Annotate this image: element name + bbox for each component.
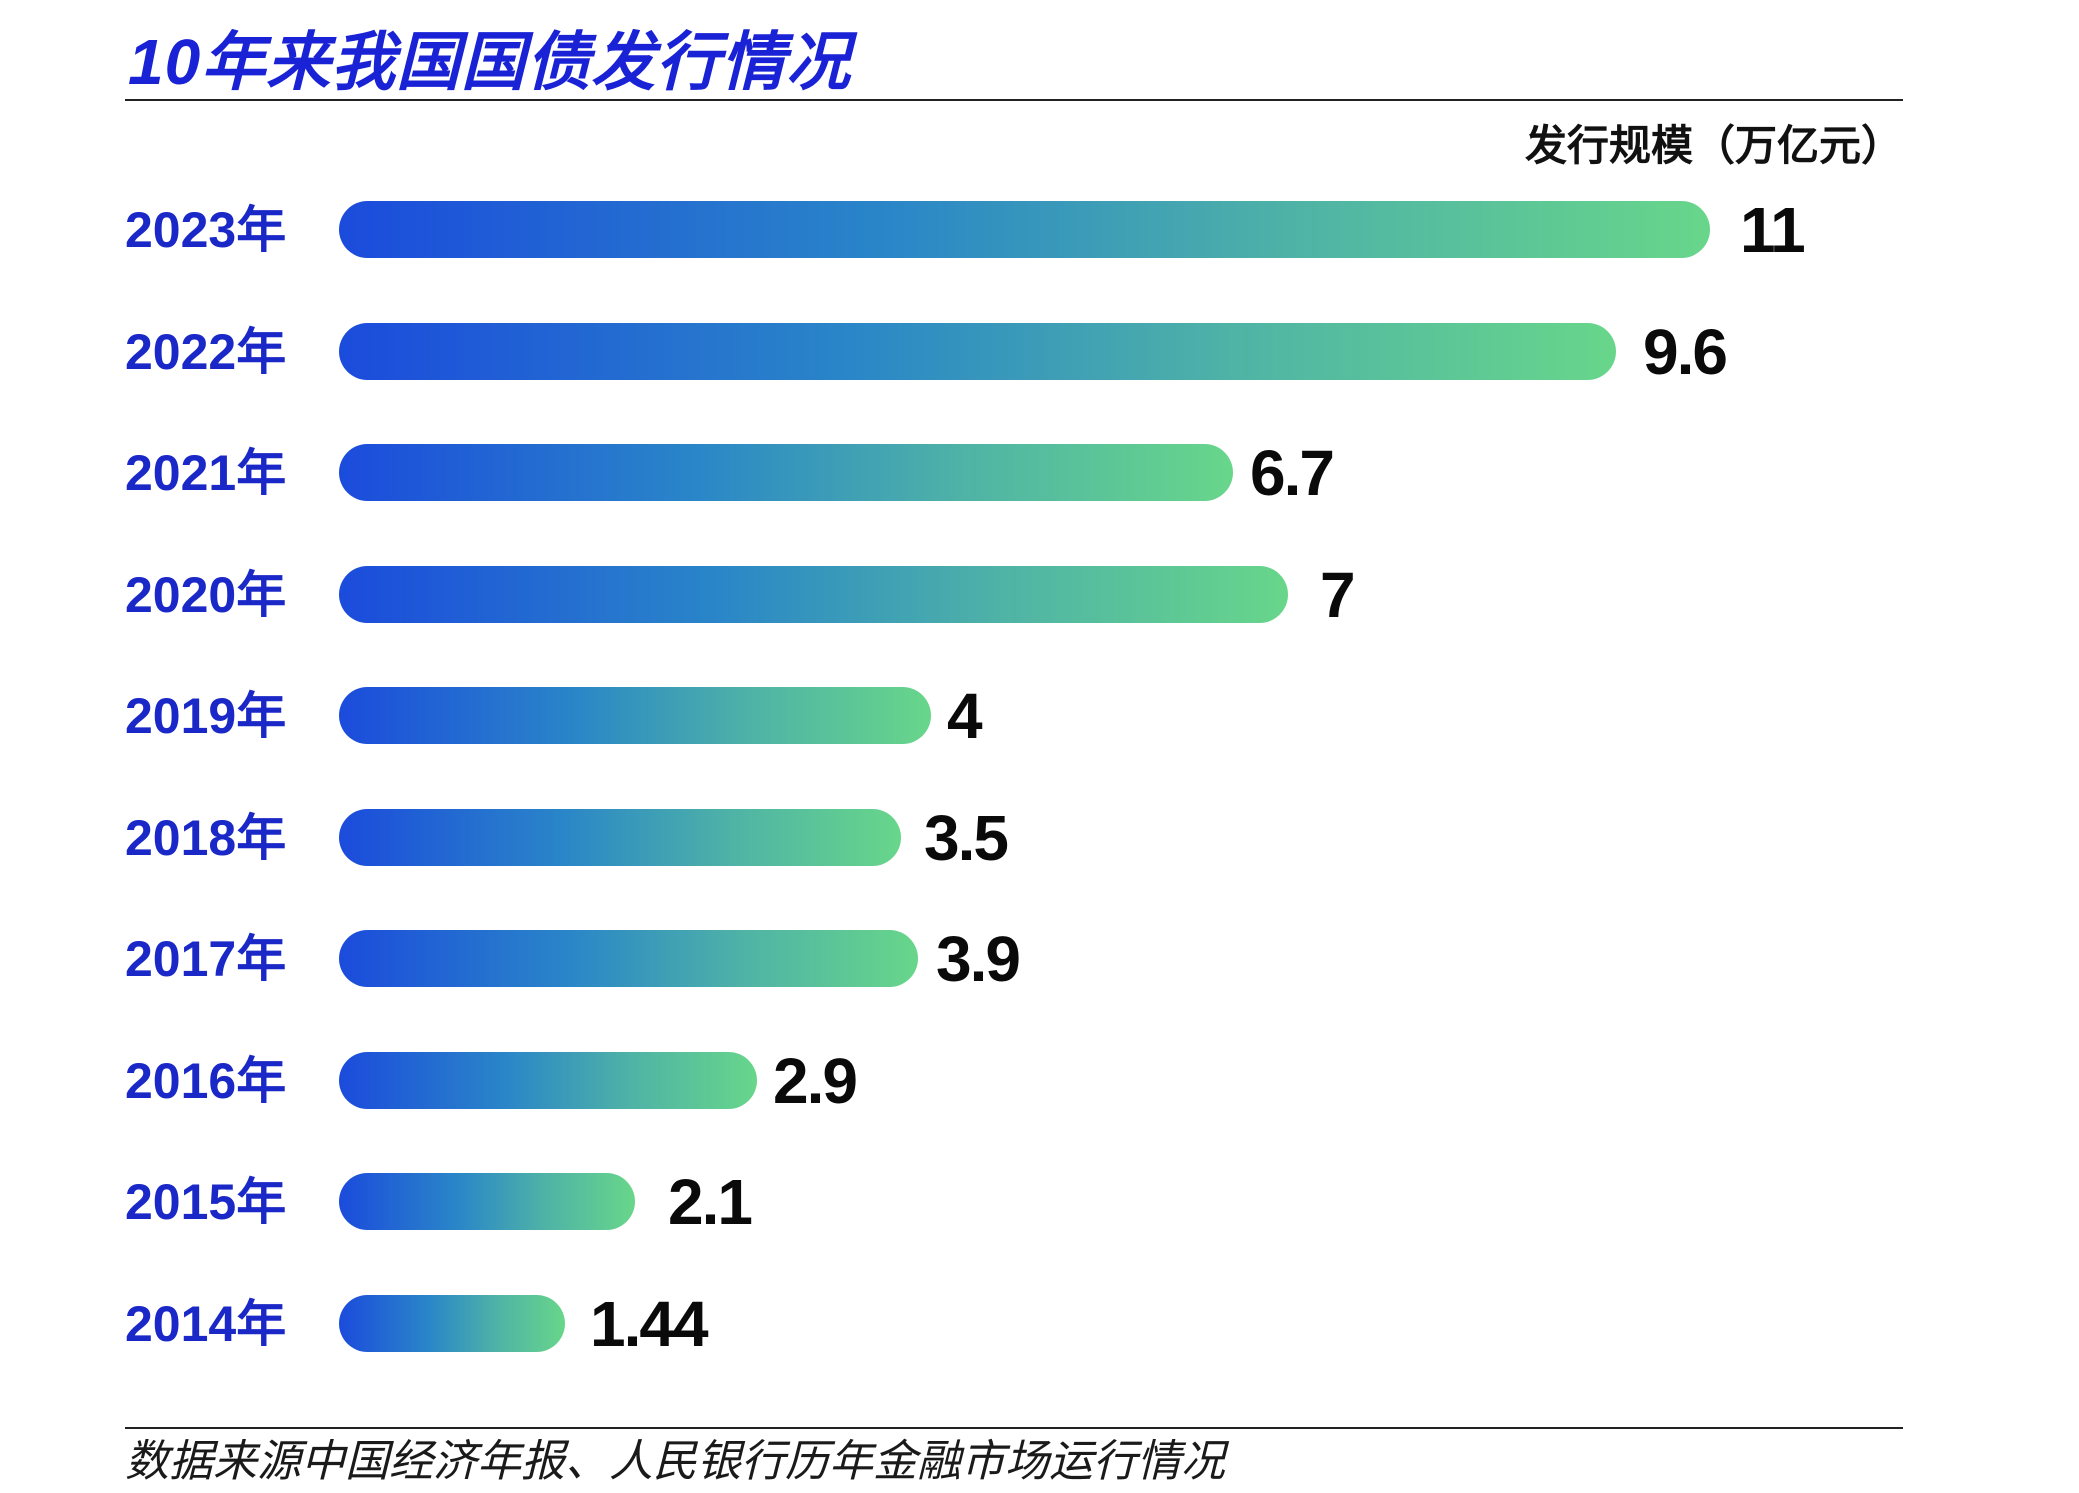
value-label: 4: [947, 680, 983, 752]
value-label: 3.9: [936, 923, 1021, 995]
bar: [339, 1052, 757, 1109]
bar-row-2016: 2016年 2.9: [0, 1045, 2079, 1117]
footer-divider: [125, 1427, 1903, 1429]
year-label: 2020年: [125, 567, 287, 623]
bar-row-2020: 2020年 7: [0, 559, 2079, 631]
bar-row-2018: 2018年 3.5: [0, 802, 2079, 874]
value-label: 6.7: [1250, 437, 1335, 509]
value-label: 2.1: [668, 1166, 753, 1238]
chart-title: 10年来我国国债发行情况: [128, 26, 852, 98]
bar: [339, 323, 1616, 380]
year-label: 2015年: [125, 1174, 287, 1230]
year-label: 2022年: [125, 324, 287, 380]
year-label: 2021年: [125, 445, 287, 501]
bar: [339, 201, 1710, 258]
bar: [339, 687, 931, 744]
bar: [339, 566, 1288, 623]
value-label: 7: [1320, 559, 1356, 631]
year-label: 2018年: [125, 810, 287, 866]
bar-row-2022: 2022年 9.6: [0, 316, 2079, 388]
unit-label: 发行规模（万亿元）: [1524, 122, 1903, 169]
value-label: 1.44: [590, 1288, 709, 1360]
bar: [339, 444, 1233, 501]
bar: [339, 1173, 635, 1230]
year-label: 2017年: [125, 931, 287, 987]
bar-row-2015: 2015年 2.1: [0, 1166, 2079, 1238]
title-divider: [125, 99, 1903, 101]
year-label: 2019年: [125, 688, 287, 744]
value-label: 3.5: [924, 802, 1009, 874]
value-label: 11: [1740, 194, 1806, 266]
bar-row-2017: 2017年 3.9: [0, 923, 2079, 995]
bar-row-2019: 2019年 4: [0, 680, 2079, 752]
bar-row-2023: 2023年 11: [0, 194, 2079, 266]
bar-row-2021: 2021年 6.7: [0, 437, 2079, 509]
bar: [339, 930, 918, 987]
bar: [339, 809, 901, 866]
year-label: 2014年: [125, 1296, 287, 1352]
value-label: 2.9: [773, 1045, 858, 1117]
source-note: 数据来源中国经济年报、人民银行历年金融市场运行情况: [125, 1437, 1225, 1486]
bar: [339, 1295, 565, 1352]
year-label: 2023年: [125, 202, 287, 258]
year-label: 2016年: [125, 1053, 287, 1109]
value-label: 9.6: [1643, 316, 1728, 388]
bar-row-2014: 2014年 1.44: [0, 1288, 2079, 1360]
